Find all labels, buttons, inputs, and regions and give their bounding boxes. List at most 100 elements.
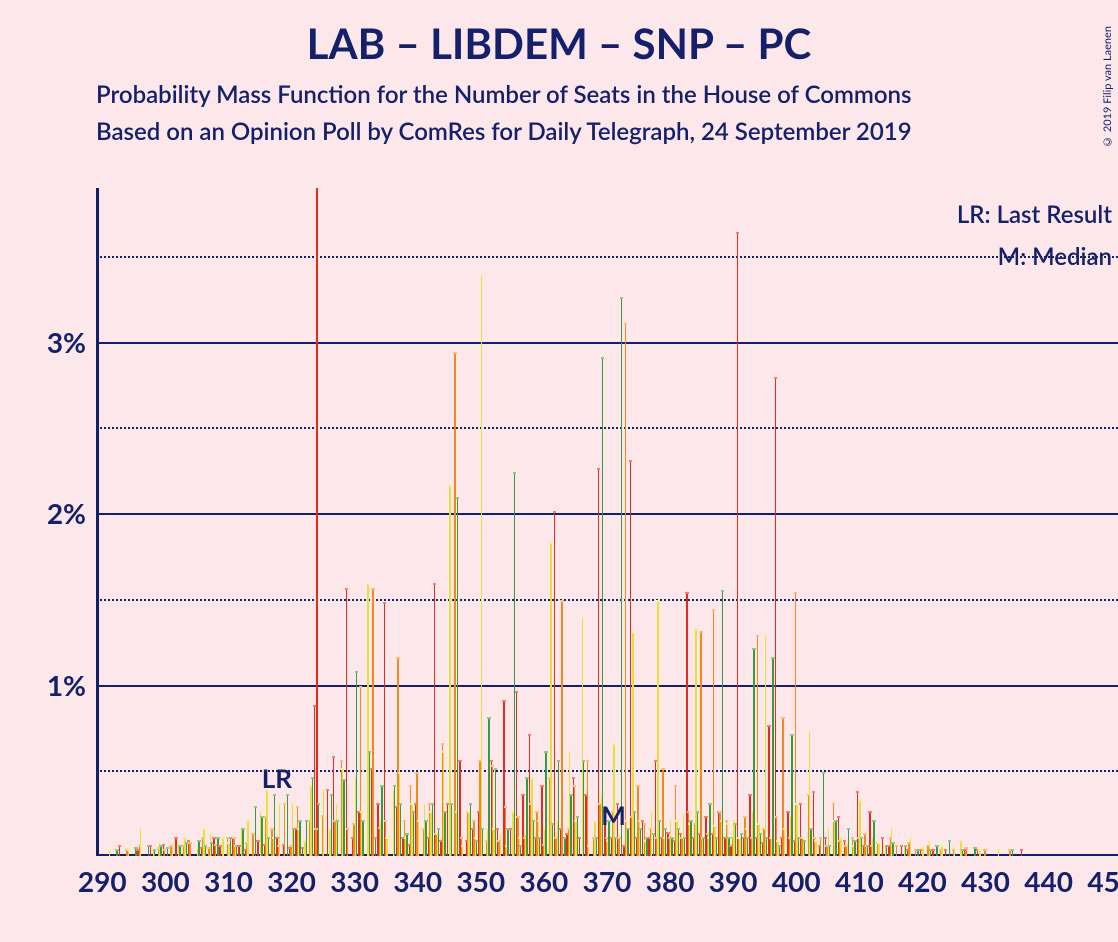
bar [211, 844, 212, 856]
x-tick-label: 420 [898, 856, 947, 898]
bar [510, 830, 511, 856]
bar [116, 851, 117, 856]
bar [545, 753, 546, 856]
bar [941, 847, 942, 856]
bar [735, 825, 736, 856]
bar [418, 822, 419, 856]
bar [583, 762, 584, 856]
bar [901, 847, 902, 856]
bar [444, 813, 445, 856]
bar [514, 474, 515, 856]
bar [372, 590, 373, 856]
bar [284, 805, 285, 856]
bar [476, 842, 477, 856]
bar [327, 791, 328, 856]
bar [189, 844, 190, 856]
bar [337, 822, 338, 856]
bar [154, 851, 155, 856]
x-tick-label: 380 [646, 856, 695, 898]
bar [878, 844, 879, 856]
y-tick-label: 1% [47, 668, 96, 702]
x-tick-label: 330 [330, 856, 379, 898]
bar [482, 830, 483, 856]
x-tick-label: 440 [1024, 856, 1073, 898]
bar [615, 839, 616, 856]
bar [186, 844, 187, 856]
bar [910, 839, 911, 856]
bar [346, 590, 347, 856]
bar [840, 839, 841, 856]
bar [449, 487, 450, 856]
bar [293, 830, 294, 856]
x-tick-label: 310 [204, 856, 253, 898]
bar [810, 830, 811, 856]
chart-subtitle-2: Based on an Opinion Poll by ComRes for D… [0, 117, 1118, 146]
bar [703, 839, 704, 856]
bar [462, 847, 463, 856]
legend-last-result: LR: Last Result [957, 200, 1112, 229]
bar [362, 822, 363, 856]
bar [892, 844, 893, 856]
bar [425, 822, 426, 856]
bar [331, 796, 332, 856]
bar [302, 849, 303, 856]
bar [520, 847, 521, 856]
bar [760, 835, 761, 856]
bar [621, 299, 622, 856]
bar [386, 839, 387, 856]
x-tick-label: 450 [1087, 856, 1118, 898]
last-result-line [316, 188, 318, 856]
bar [965, 849, 966, 856]
bar [829, 847, 830, 856]
chart-title: LAB – LIBDEM – SNP – PC [0, 18, 1118, 68]
x-tick-label: 410 [835, 856, 884, 898]
y-tick-label: 3% [47, 325, 96, 359]
copyright: © 2019 Filip van Laenen [1101, 26, 1114, 148]
bar [238, 847, 239, 856]
bar [579, 839, 580, 856]
bar [507, 830, 508, 856]
bar [481, 277, 482, 856]
bar [920, 851, 921, 856]
bar [274, 796, 275, 856]
lr-annotation: LR [262, 762, 292, 794]
bar [526, 779, 527, 856]
bar [798, 839, 799, 856]
gridline-minor [96, 770, 1118, 772]
bar [765, 637, 766, 856]
bar [261, 818, 262, 856]
bar [109, 851, 110, 856]
bar [242, 830, 243, 856]
bar [172, 844, 173, 856]
bar [598, 470, 599, 856]
bar [552, 825, 553, 856]
bar [558, 762, 559, 856]
bar [1021, 851, 1022, 856]
bar [896, 847, 897, 856]
bar [406, 835, 407, 856]
bar [815, 842, 816, 856]
bar [564, 839, 565, 856]
bar [630, 462, 631, 856]
bar [772, 659, 773, 856]
bar [588, 847, 589, 856]
x-tick-label: 350 [456, 856, 505, 898]
bar [119, 847, 120, 856]
bar [716, 839, 717, 856]
bar [400, 805, 401, 856]
bar [977, 851, 978, 856]
bar [128, 851, 129, 856]
bar [179, 847, 180, 856]
bar [347, 830, 348, 856]
y-tick-label: 2% [47, 496, 96, 530]
bar [550, 544, 551, 856]
bar [236, 847, 237, 856]
median-annotation: M [601, 799, 626, 831]
bar [954, 849, 955, 856]
bar [247, 822, 248, 856]
bar [665, 830, 666, 856]
gridline-major [96, 342, 1118, 344]
bar [722, 592, 723, 856]
bar [315, 830, 316, 856]
bar [219, 847, 220, 856]
